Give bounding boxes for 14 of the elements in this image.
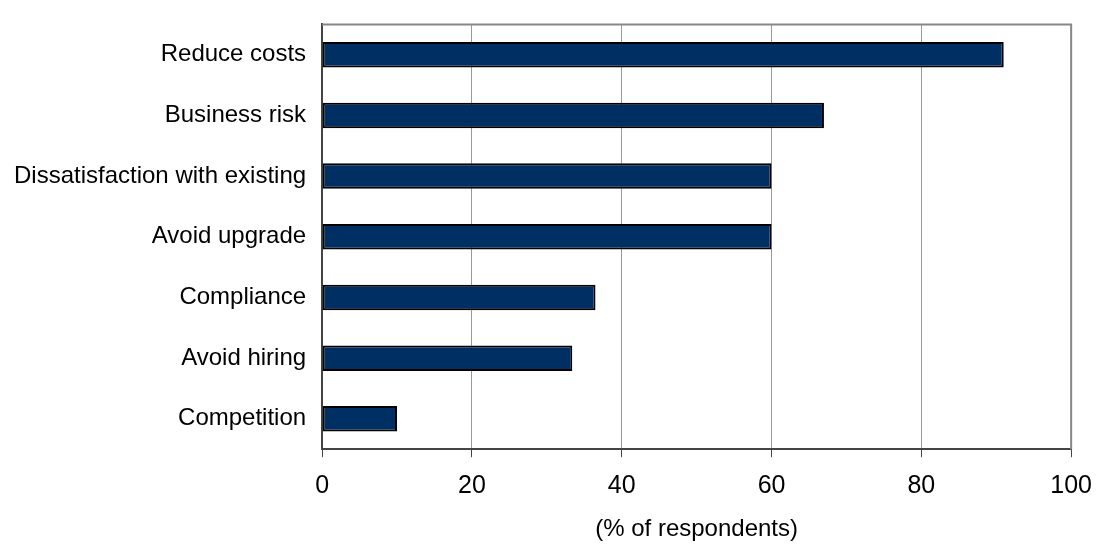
x-axis-title: (% of respondents)	[595, 514, 799, 542]
x-tick-label: 80	[907, 470, 936, 499]
x-tick-label: 40	[607, 470, 636, 499]
y-tick-label: Avoid hiring	[181, 342, 307, 370]
y-tick-label: Compliance	[179, 282, 307, 310]
y-tick-label: Competition	[178, 403, 307, 431]
y-tick-label: Dissatisfaction with existing	[13, 160, 307, 188]
y-tick-label: Reduce costs	[160, 39, 307, 67]
x-tick-label: 20	[458, 470, 486, 499]
x-tick-label: 100	[1050, 470, 1092, 499]
y-tick-label: Business risk	[164, 100, 308, 128]
y-tick-label: Avoid upgrade	[151, 221, 307, 249]
x-tick-label: 60	[757, 470, 786, 499]
x-tick-label: 0	[315, 470, 330, 499]
